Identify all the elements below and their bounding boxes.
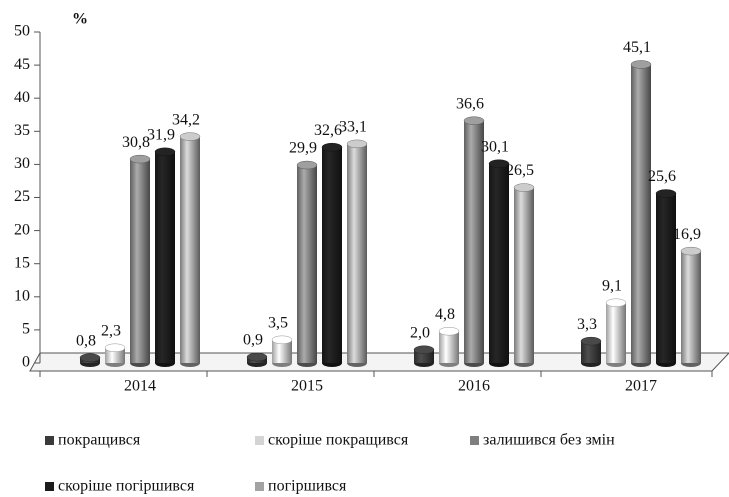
bar-top — [488, 159, 510, 168]
y-tick-label: 20 — [14, 221, 30, 238]
value-label: 30,8 — [122, 134, 150, 151]
value-label: 2,3 — [101, 322, 121, 339]
bar-top — [580, 336, 602, 346]
legend-label: скоріше покращився — [268, 432, 409, 449]
y-tick-label: 40 — [14, 89, 30, 106]
y-tick-label: 30 — [14, 155, 30, 172]
bar — [464, 120, 484, 363]
y-tick-label: 5 — [22, 321, 30, 338]
bar — [439, 331, 459, 363]
x-tick-label: 2017 — [625, 378, 657, 395]
y-axis-label: % — [72, 11, 88, 28]
legend-swatch — [45, 482, 54, 491]
y-tick-label: 35 — [14, 122, 30, 139]
bar-top — [655, 189, 677, 198]
value-label: 45,1 — [623, 39, 651, 56]
legend-label: скоріше погіршився — [58, 478, 195, 495]
x-tick-label: 2014 — [124, 378, 156, 395]
bar — [581, 341, 601, 363]
value-label: 32,6 — [314, 122, 342, 139]
bar — [297, 165, 317, 363]
value-label: 0,9 — [243, 332, 263, 349]
y-tick-label: 45 — [14, 56, 30, 73]
x-tick-label: 2015 — [291, 378, 323, 395]
bar — [631, 64, 651, 364]
value-label: 26,5 — [506, 162, 534, 179]
value-label: 30,1 — [481, 138, 509, 155]
y-tick-label: 25 — [14, 188, 30, 205]
bar-top — [154, 147, 176, 157]
bar-top — [179, 132, 201, 141]
bar-top — [630, 60, 652, 69]
value-label: 34,2 — [172, 111, 200, 128]
bar-top — [438, 326, 460, 336]
value-label: 2,0 — [410, 324, 430, 341]
value-label: 29,9 — [289, 140, 317, 157]
legend-swatch — [255, 436, 264, 445]
legend-label: покращився — [58, 432, 141, 449]
y-tick-label: 15 — [14, 254, 30, 271]
value-label: 16,9 — [673, 226, 701, 243]
bar — [322, 147, 342, 363]
bar-top — [79, 353, 101, 362]
bar-top — [346, 139, 368, 149]
bar — [105, 347, 125, 363]
bar — [130, 159, 150, 363]
bar — [606, 302, 626, 363]
bar-top — [605, 298, 627, 308]
y-tick-label: 50 — [14, 23, 30, 40]
value-label: 0,8 — [76, 332, 96, 349]
bar — [656, 193, 676, 363]
bar — [489, 163, 509, 363]
y-tick-label: 10 — [14, 287, 30, 304]
value-label: 33,1 — [339, 119, 367, 136]
bar-top — [246, 352, 268, 362]
bar-top — [271, 335, 293, 345]
value-label: 31,9 — [147, 126, 175, 143]
bar — [514, 187, 534, 363]
bar — [681, 251, 701, 363]
bar — [180, 136, 200, 363]
legend-label: погіршився — [268, 478, 347, 495]
x-tick-label: 2016 — [458, 378, 490, 395]
bar — [155, 151, 175, 363]
legend-label: залишився без змін — [483, 432, 615, 449]
bar — [272, 339, 292, 363]
bar-top — [513, 183, 535, 192]
value-label: 3,5 — [268, 315, 288, 332]
bar — [347, 143, 367, 363]
bar-top — [321, 142, 343, 152]
value-label: 25,6 — [648, 168, 676, 185]
bar-top — [463, 116, 485, 125]
value-label: 4,8 — [435, 306, 455, 323]
legend-swatch — [45, 436, 54, 445]
y-tick-label: 0 — [22, 354, 30, 371]
bar-top — [104, 343, 126, 353]
bar-top — [296, 160, 318, 170]
legend-swatch — [255, 482, 264, 491]
bar-top — [413, 345, 435, 355]
legend-swatch — [470, 436, 479, 445]
bar-top — [129, 154, 151, 164]
bar-top — [680, 246, 702, 256]
value-label: 36,6 — [456, 95, 484, 112]
value-label: 9,1 — [602, 277, 622, 294]
value-label: 3,3 — [577, 316, 597, 333]
